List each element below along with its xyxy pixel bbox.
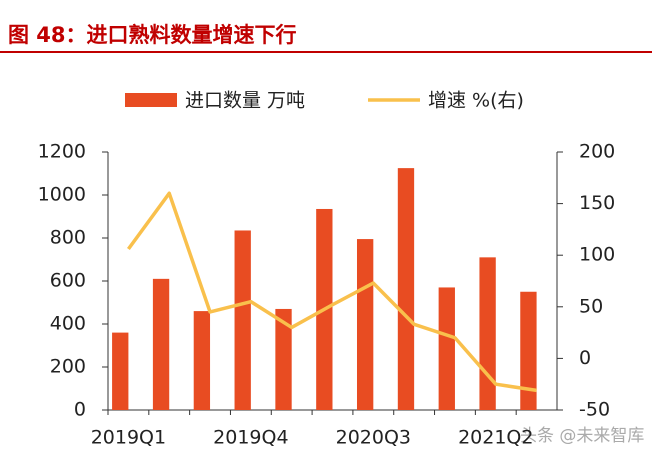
bar: [234, 230, 251, 410]
legend-label: 进口数量 万吨: [185, 90, 305, 112]
legend-label: 增速 %(右): [428, 90, 524, 112]
y-tick-label: 600: [50, 270, 86, 292]
y2-tick-label: 0: [579, 347, 591, 369]
bar: [397, 168, 415, 410]
bar: [479, 257, 496, 410]
bar: [356, 239, 374, 410]
y-tick-label: 1200: [38, 141, 86, 163]
x-tick-label: 2019Q4: [213, 427, 288, 449]
bar: [520, 291, 537, 410]
bar: [152, 278, 170, 410]
y2-tick-label: -50: [579, 399, 610, 421]
chart-title: 图 48：进口熟料数量增速下行: [8, 23, 297, 47]
watermark: 头条 @未来智库: [520, 426, 644, 446]
line: [126, 191, 537, 393]
legend-swatch: [125, 93, 177, 107]
y2-tick-label: 150: [579, 192, 615, 214]
y2-tick-label: 200: [579, 141, 615, 163]
y2-tick-label: 100: [579, 244, 615, 266]
bar: [193, 311, 211, 410]
bar: [275, 308, 292, 410]
y-tick-label: 1000: [38, 184, 86, 206]
x-tick-label: 2020Q3: [336, 427, 411, 449]
y2-tick-label: 50: [579, 295, 603, 317]
x-tick-label: 2021Q2: [458, 427, 533, 449]
y-tick-label: 200: [50, 356, 86, 378]
bar: [438, 287, 455, 410]
x-tick-label: 2019Q1: [91, 427, 166, 449]
y-tick-label: 0: [74, 399, 86, 421]
bar: [112, 332, 129, 410]
y-tick-label: 400: [50, 313, 86, 335]
y-tick-label: 800: [50, 227, 86, 249]
